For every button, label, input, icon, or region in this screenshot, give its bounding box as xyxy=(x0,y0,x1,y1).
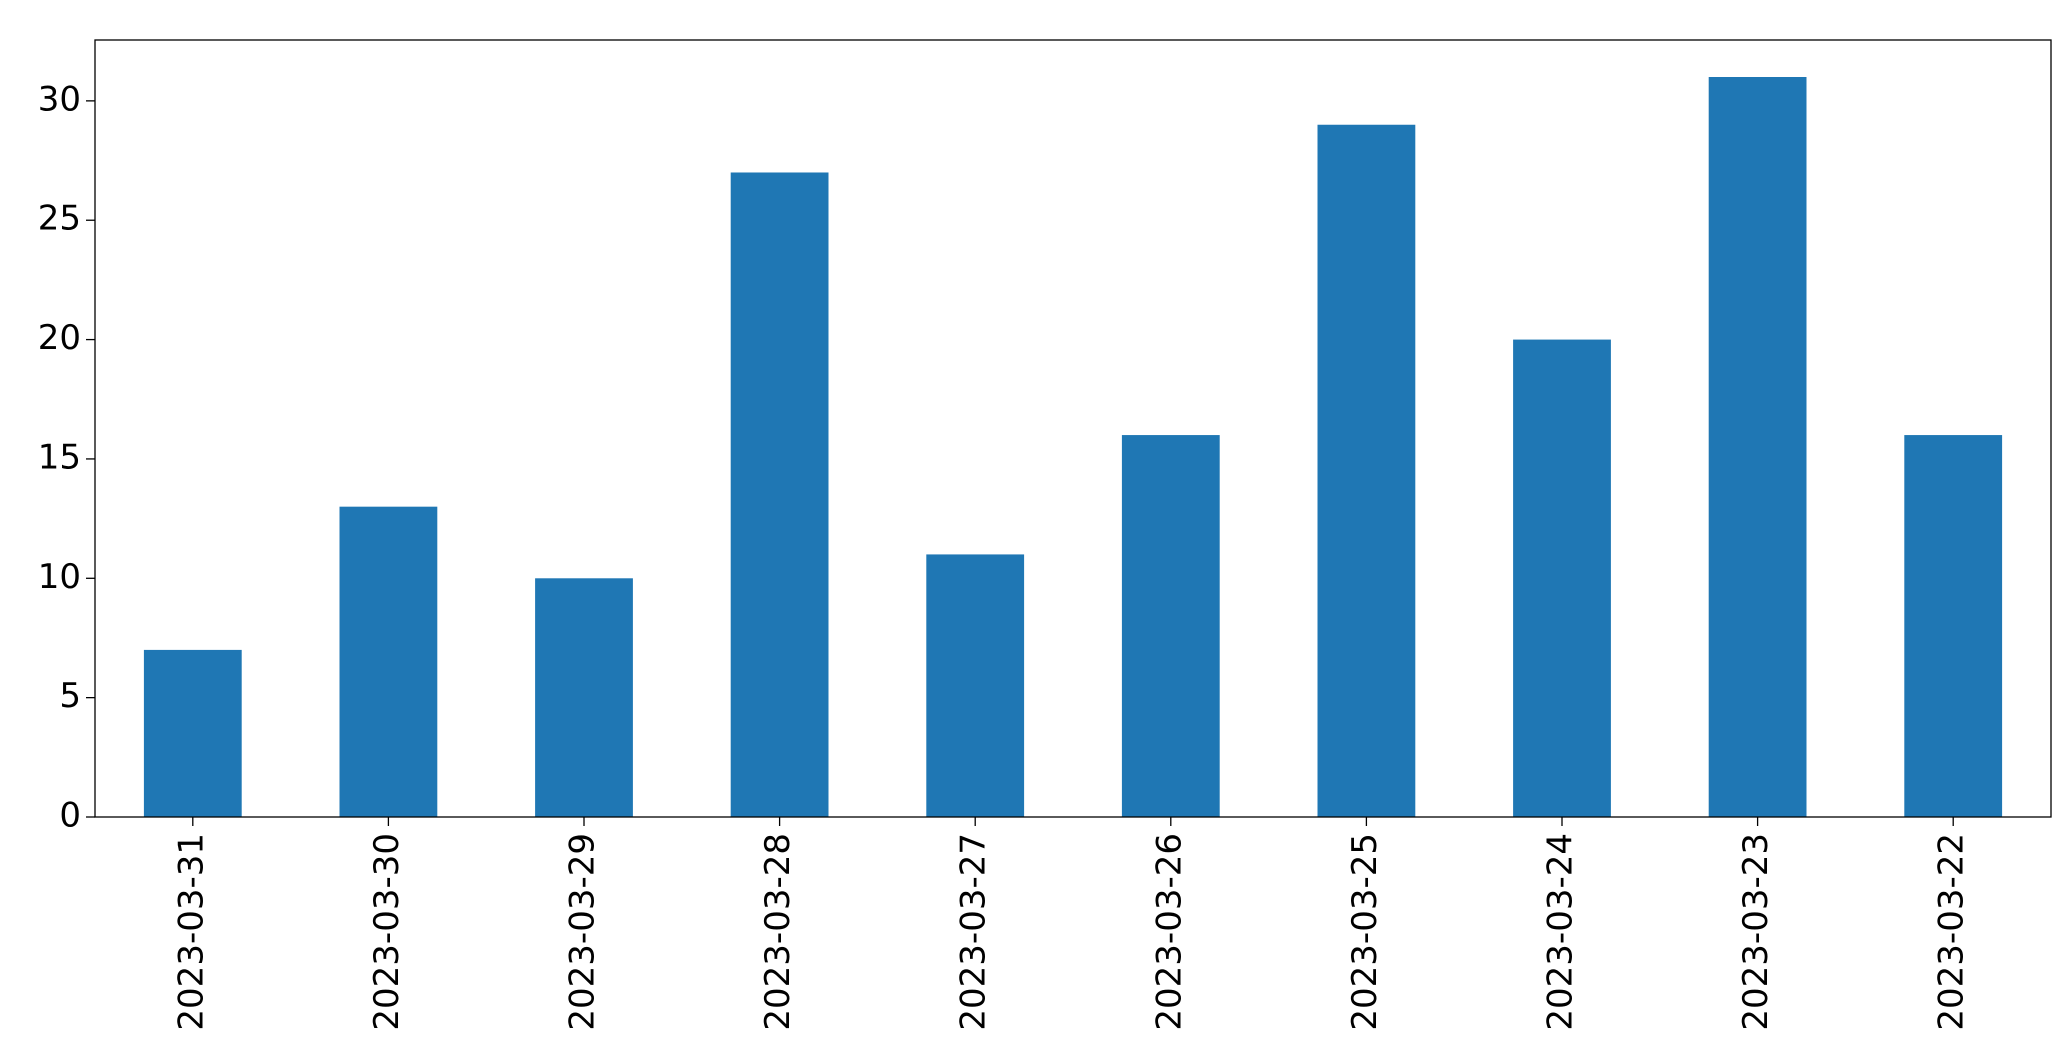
bar xyxy=(1513,339,1611,817)
y-tick-label: 30 xyxy=(38,79,81,119)
y-tick-label: 10 xyxy=(38,557,81,597)
y-tick-label: 15 xyxy=(38,437,81,477)
bar xyxy=(1121,435,1220,817)
bar xyxy=(339,506,438,817)
x-tick-label: 2023-03-28 xyxy=(758,833,798,1031)
bar xyxy=(1708,77,1807,817)
x-tick-label: 2023-03-24 xyxy=(1541,833,1581,1031)
bar xyxy=(1904,435,2003,817)
bar xyxy=(535,578,633,817)
bar xyxy=(730,172,829,817)
y-tick-label: 0 xyxy=(59,796,81,836)
y-tick-label: 25 xyxy=(38,199,81,239)
bar xyxy=(143,649,242,817)
x-tick-label: 2023-03-27 xyxy=(954,833,994,1031)
y-tick-label: 20 xyxy=(38,318,81,358)
bar xyxy=(926,554,1025,817)
x-tick-label: 2023-03-30 xyxy=(367,833,407,1031)
x-tick-label: 2023-03-25 xyxy=(1345,833,1385,1031)
y-tick-label: 5 xyxy=(59,676,81,716)
x-tick-label: 2023-03-31 xyxy=(171,833,211,1031)
x-tick-label: 2023-03-26 xyxy=(1149,833,1189,1031)
x-tick-label: 2023-03-29 xyxy=(563,833,603,1031)
x-tick-label: 2023-03-22 xyxy=(1932,833,1972,1031)
x-tick-label: 2023-03-23 xyxy=(1736,833,1776,1031)
bar xyxy=(1317,124,1416,817)
plot-frame xyxy=(94,39,2052,818)
